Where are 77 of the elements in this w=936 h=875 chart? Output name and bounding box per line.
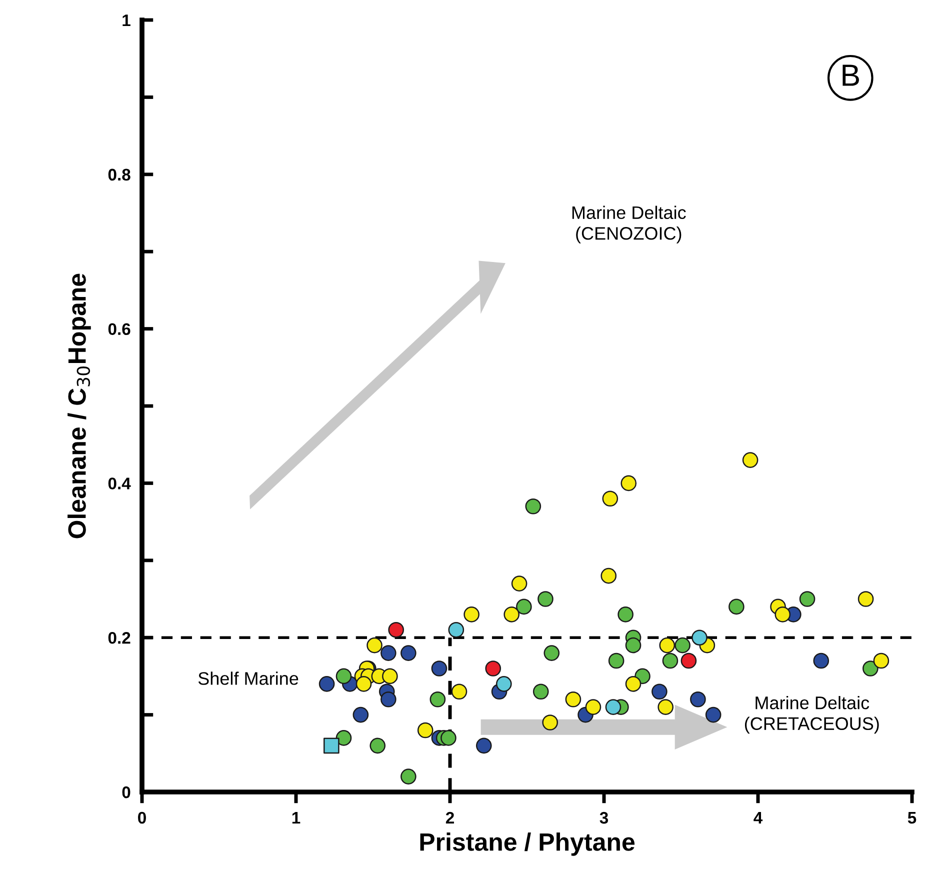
point: [525, 498, 542, 514]
point: [690, 691, 706, 708]
y-tick-label: 0.4: [108, 478, 131, 490]
point: [605, 699, 622, 715]
point: [813, 652, 830, 669]
x-tick-label: 4: [754, 812, 763, 824]
point: [324, 738, 340, 754]
point: [742, 452, 758, 468]
x-tick-label: 2: [446, 812, 454, 824]
x-axis-title: Pristane / Phytane: [420, 832, 635, 856]
point: [774, 606, 791, 622]
point: [511, 576, 528, 592]
point: [448, 622, 464, 638]
annotation: Marine Deltaic (CENOZOIC): [572, 206, 686, 244]
point: [692, 630, 708, 646]
x-tick-label: 0: [138, 812, 146, 824]
point: [662, 652, 678, 669]
y-tick-label: 0.6: [108, 323, 130, 336]
point: [516, 598, 532, 615]
point: [380, 645, 396, 661]
annotation: Marine Deltaic (CRETACEOUS): [744, 696, 879, 734]
x-tick-label: 3: [600, 812, 608, 824]
point: [620, 475, 637, 492]
point: [625, 637, 642, 654]
point: [388, 622, 404, 638]
point: [336, 668, 352, 684]
point: [504, 606, 520, 622]
point: [532, 684, 549, 700]
point: [680, 652, 697, 669]
point: [873, 652, 890, 669]
annotation: Shelf Marine: [198, 672, 298, 685]
point: [417, 722, 434, 738]
point: [496, 676, 512, 692]
point: [608, 652, 624, 669]
point: [658, 699, 674, 715]
point: [440, 730, 456, 746]
point: [485, 660, 502, 676]
point: [705, 706, 722, 723]
annotation: B: [842, 64, 859, 86]
point: [565, 691, 582, 708]
point: [600, 568, 617, 584]
point: [451, 684, 468, 700]
y-tick-label: 1: [122, 14, 130, 26]
point: [862, 660, 878, 676]
y-axis-title: Oleanane / C$_{30}$Hopane: [68, 274, 91, 538]
point: [318, 676, 335, 692]
point: [538, 591, 554, 607]
y-tick-label: 0.8: [108, 168, 130, 181]
point: [544, 645, 560, 661]
point: [370, 738, 386, 754]
point: [542, 714, 558, 730]
point: [431, 660, 448, 676]
point: [728, 598, 744, 615]
point: [464, 606, 480, 622]
point: [674, 637, 690, 654]
point: [659, 637, 676, 654]
point: [400, 645, 416, 661]
y-tick-label: 0: [122, 786, 130, 798]
point: [602, 490, 618, 507]
x-tick-label: 1: [292, 812, 300, 824]
point: [652, 684, 668, 700]
point: [382, 668, 398, 684]
y-tick-label: 0.2: [108, 632, 130, 644]
point: [585, 699, 602, 715]
x-tick-label: 5: [908, 812, 916, 824]
point: [336, 730, 352, 746]
point: [380, 691, 396, 708]
point: [799, 591, 816, 607]
point: [858, 591, 874, 607]
point: [352, 706, 369, 723]
point: [476, 738, 492, 754]
point: [356, 676, 372, 692]
point: [366, 637, 382, 654]
point: [400, 768, 416, 784]
point: [625, 676, 642, 692]
point: [618, 606, 634, 622]
point: [430, 691, 446, 708]
